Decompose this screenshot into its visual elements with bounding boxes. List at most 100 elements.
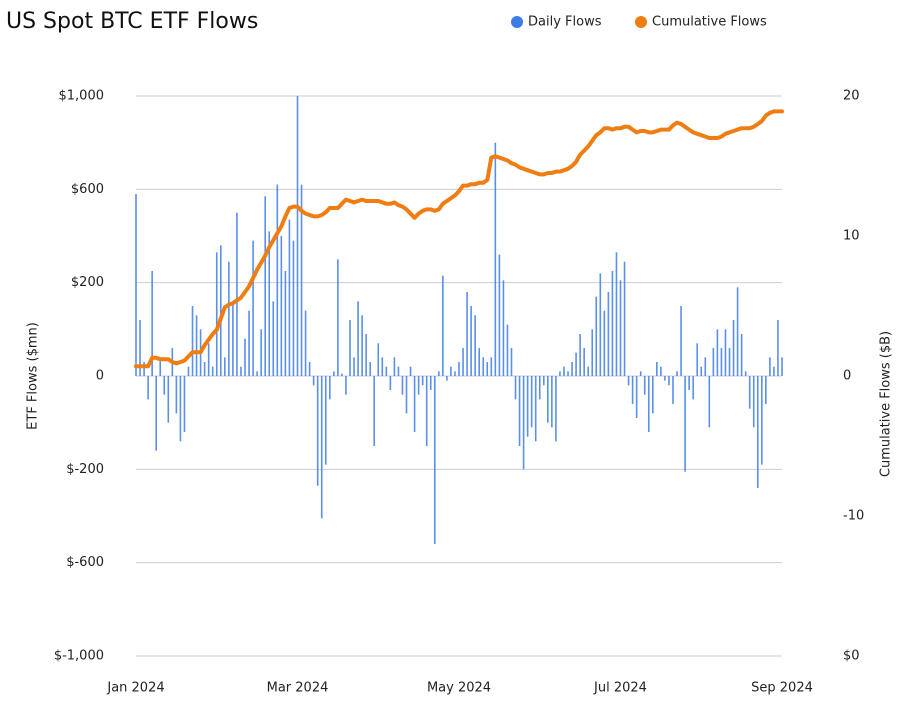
bar xyxy=(159,357,162,376)
bar xyxy=(450,366,452,376)
bar xyxy=(357,301,359,376)
bar xyxy=(337,259,339,376)
bar xyxy=(684,376,686,472)
bar xyxy=(385,366,388,376)
bar xyxy=(724,329,727,376)
bar xyxy=(397,366,400,376)
bar xyxy=(656,362,658,376)
bar xyxy=(316,376,319,486)
y-tick-label: $1,000 xyxy=(59,89,105,104)
bar xyxy=(248,310,250,376)
bar xyxy=(215,252,218,376)
bar xyxy=(207,343,210,376)
bar xyxy=(643,376,646,395)
bar xyxy=(268,231,271,376)
bar xyxy=(312,376,315,386)
bar xyxy=(409,366,412,376)
bar xyxy=(712,348,715,376)
bar xyxy=(652,376,654,414)
bar xyxy=(494,142,497,376)
bar xyxy=(732,320,735,376)
cumulative-line xyxy=(134,109,784,369)
bar xyxy=(668,376,670,386)
bar xyxy=(571,362,573,376)
bar xyxy=(179,376,182,442)
bar xyxy=(680,306,682,376)
bar xyxy=(191,306,194,376)
bar xyxy=(781,357,783,376)
x-tick-label: Jan 2024 xyxy=(106,681,164,696)
bar xyxy=(514,376,517,400)
bar xyxy=(522,376,525,470)
bar xyxy=(236,212,238,376)
bar xyxy=(454,371,456,376)
bar xyxy=(720,348,723,376)
bar xyxy=(555,376,557,442)
bar xyxy=(175,376,178,414)
y-tick-label: $-1,000 xyxy=(54,649,104,664)
bar xyxy=(478,348,480,376)
bar xyxy=(442,275,444,376)
bar xyxy=(635,376,638,418)
bar xyxy=(300,184,303,376)
x-tick-label: May 2024 xyxy=(427,681,491,696)
bar xyxy=(329,376,331,400)
bar xyxy=(365,334,367,376)
bar xyxy=(599,273,602,376)
bar xyxy=(349,320,351,376)
x-tick-label: Sep 2024 xyxy=(751,681,813,696)
bar xyxy=(765,376,767,404)
bar xyxy=(744,371,747,376)
bar xyxy=(728,348,731,376)
bar xyxy=(256,371,258,376)
legend-label: Daily Flows xyxy=(528,15,602,30)
bar xyxy=(183,376,186,432)
bar xyxy=(260,329,262,376)
bar xyxy=(567,371,569,376)
bar xyxy=(324,376,327,465)
bar xyxy=(627,376,630,386)
bar xyxy=(147,376,149,400)
bar xyxy=(167,376,170,423)
bar xyxy=(244,338,246,376)
bar xyxy=(619,280,622,376)
bar xyxy=(530,376,533,428)
bar xyxy=(462,348,464,376)
y-tick-label: $-600 xyxy=(66,555,104,570)
bar xyxy=(211,366,214,376)
bar xyxy=(639,371,642,376)
bar xyxy=(482,357,485,376)
bar xyxy=(603,310,606,376)
bar xyxy=(534,376,537,442)
bar xyxy=(155,376,157,451)
bar xyxy=(308,362,311,376)
bar xyxy=(583,348,585,376)
bar xyxy=(393,357,396,376)
bar xyxy=(381,357,384,376)
bar xyxy=(470,306,472,376)
bar xyxy=(341,373,343,376)
bar xyxy=(143,362,145,376)
bar xyxy=(542,376,545,386)
bar xyxy=(748,376,751,409)
bar xyxy=(506,324,509,376)
bar xyxy=(361,315,363,376)
legend-label: Cumulative Flows xyxy=(652,15,767,30)
bar xyxy=(510,348,513,376)
bar xyxy=(474,315,476,376)
bar xyxy=(595,296,598,376)
bar xyxy=(502,280,505,376)
bar xyxy=(401,376,404,395)
bar xyxy=(151,271,153,376)
bar xyxy=(547,376,549,423)
bar xyxy=(139,320,141,376)
bar xyxy=(664,376,666,381)
bar xyxy=(551,376,553,428)
bar xyxy=(377,343,380,376)
bar xyxy=(660,366,662,376)
bar xyxy=(518,376,521,446)
bar xyxy=(413,376,416,432)
bar xyxy=(458,362,460,376)
bar xyxy=(292,240,295,376)
